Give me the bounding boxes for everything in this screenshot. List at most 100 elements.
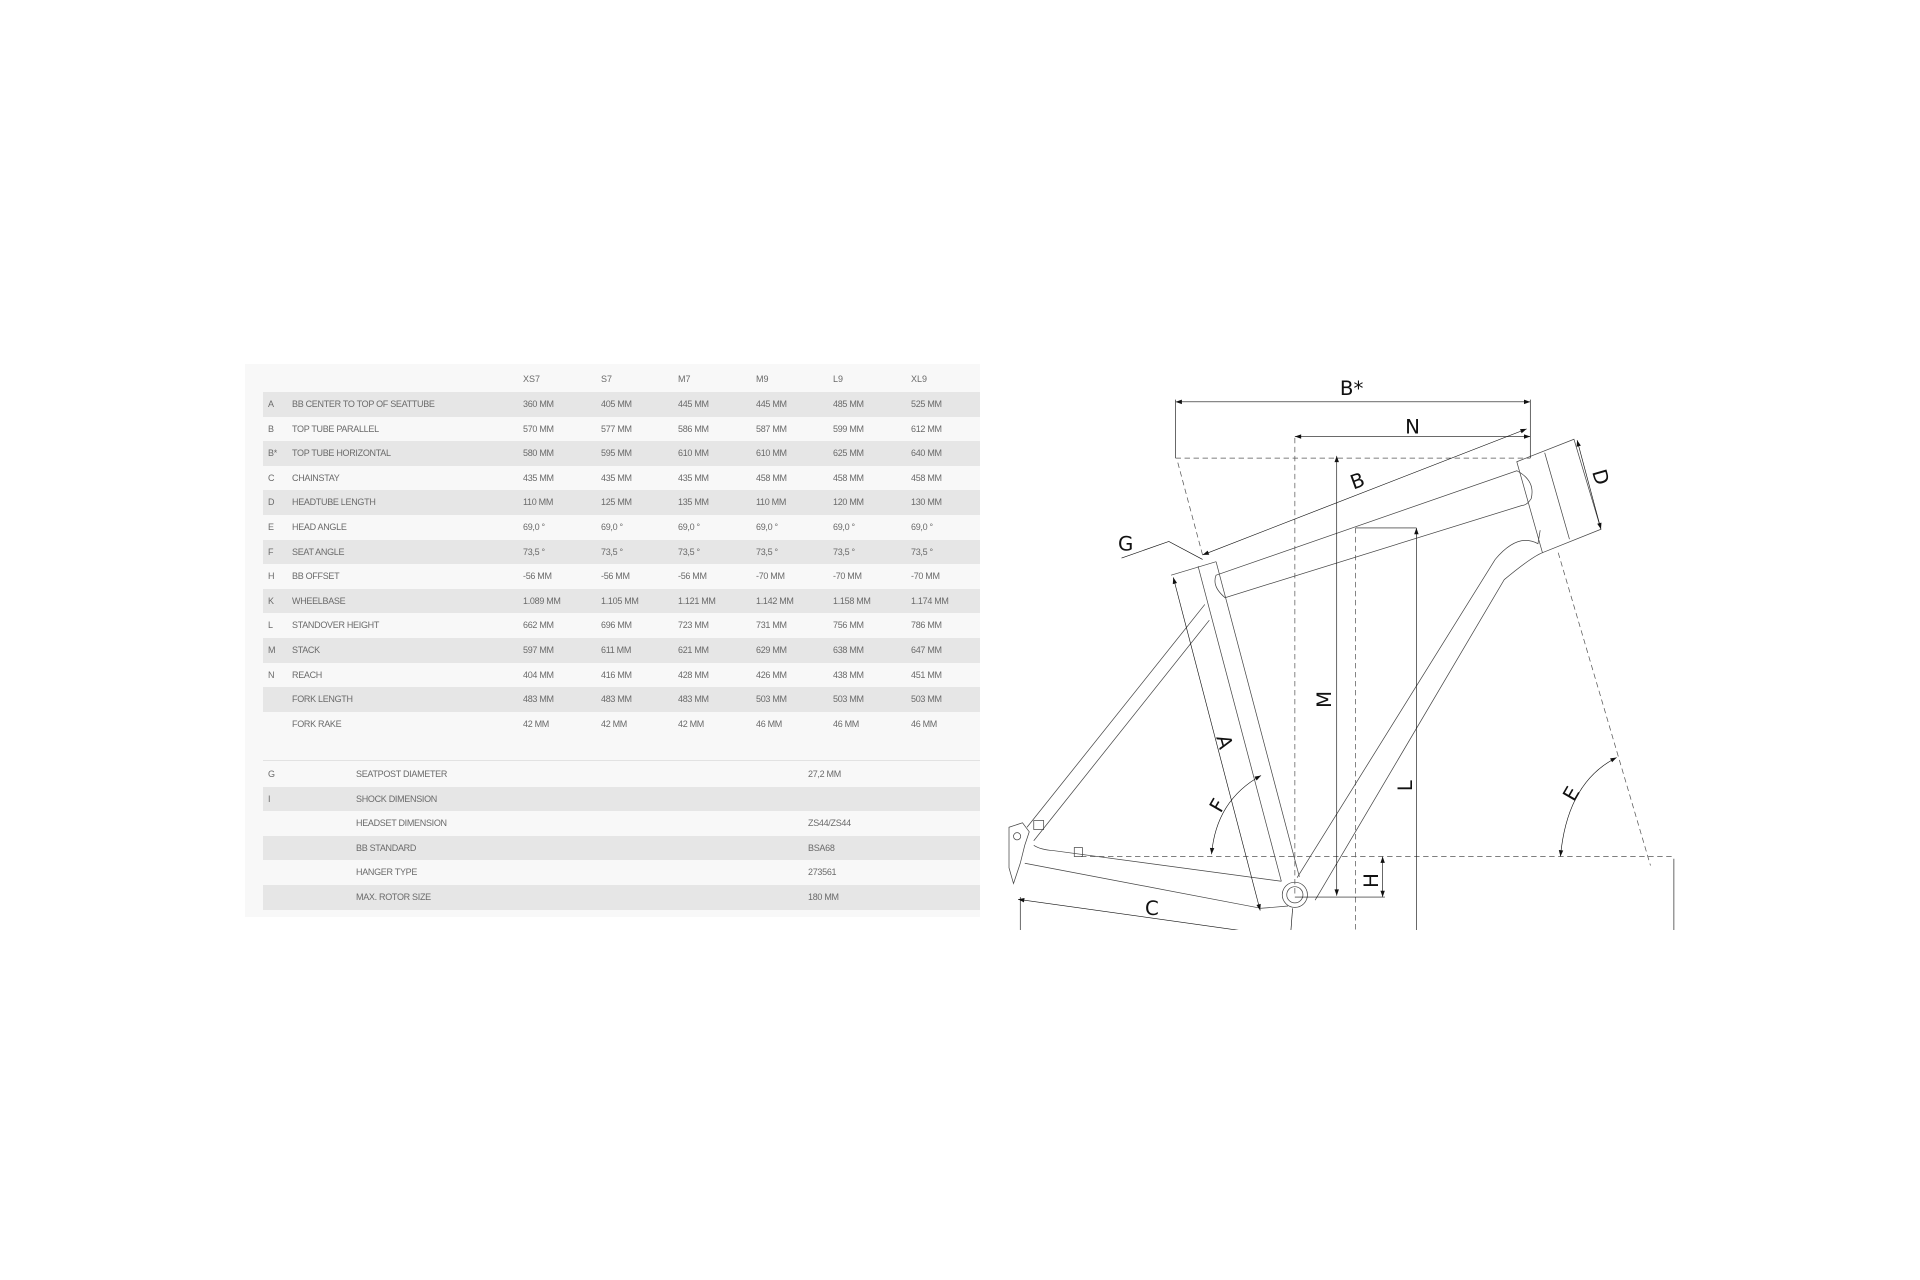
- cell-value: 662 MM: [523, 620, 554, 631]
- label-l: L: [1394, 780, 1417, 791]
- row-label: STACK: [292, 645, 320, 655]
- row-label: TOP TUBE HORIZONTAL: [292, 448, 391, 459]
- row-label: HANGER TYPE: [356, 867, 418, 878]
- reference-lines: [1081, 437, 1673, 930]
- cell-value: 73,5 °: [756, 546, 778, 557]
- cell-value: 786 MM: [911, 620, 942, 631]
- cell-value: 435 MM: [678, 472, 709, 483]
- label-f: F: [1205, 795, 1231, 816]
- cell-value: 625 MM: [833, 448, 864, 459]
- row-label: BB CENTER TO TOP OF SEATTUBE: [292, 399, 435, 409]
- row-label: BB OFFSET: [292, 571, 340, 582]
- cell-value: 629 MM: [756, 645, 787, 655]
- cell-value: 46 MM: [756, 718, 783, 729]
- label-g: G: [1118, 532, 1133, 555]
- cell-value: 416 MM: [601, 669, 632, 680]
- cell-value: 120 MM: [833, 497, 864, 508]
- cell-value: 435 MM: [523, 472, 554, 483]
- row-label: SHOCK DIMENSION: [356, 793, 438, 804]
- cell-value: -70 MM: [756, 571, 785, 582]
- row-label: HEAD ANGLE: [292, 522, 347, 532]
- cell-value: 426 MM: [756, 669, 787, 680]
- cell-value: 69,0 °: [523, 522, 545, 532]
- cell-value: 503 MM: [756, 694, 787, 705]
- spec-value: 180 MM: [808, 892, 839, 902]
- row-code: K: [268, 595, 274, 606]
- row-code: E: [268, 522, 274, 532]
- row-code: C: [268, 472, 275, 483]
- cell-value: 1.121 MM: [678, 595, 716, 606]
- cell-value: -56 MM: [678, 571, 707, 582]
- cell-value: 130 MM: [911, 497, 942, 508]
- cell-value: 110 MM: [756, 497, 787, 508]
- row-label: STANDOVER HEIGHT: [292, 620, 380, 631]
- cell-value: 483 MM: [678, 694, 709, 705]
- cell-value: 611 MM: [601, 645, 632, 655]
- label-bstar: B*: [1340, 377, 1364, 400]
- table-row: B TOP TUBE PARALLEL 570 MM 577 MM 586 MM 587 …: [263, 417, 980, 442]
- cell-value: 46 MM: [833, 718, 860, 729]
- size-header: M7: [678, 374, 691, 384]
- cell-value: 73,5 °: [678, 546, 700, 557]
- spec-value: 27,2 MM: [808, 769, 841, 779]
- cell-value: 42 MM: [678, 718, 705, 729]
- cell-value: 445 MM: [756, 399, 787, 409]
- table-row: E HEAD ANGLE 69,0 ° 69,0 ° 69,0 ° 69,0 ° 69,0 …: [263, 515, 980, 540]
- cell-value: 638 MM: [833, 645, 864, 655]
- spec-row: HEADSET DIMENSION ZS44/ZS44: [263, 811, 980, 836]
- cell-value: 599 MM: [833, 423, 864, 434]
- row-label: CHAINSTAY: [292, 472, 340, 483]
- cell-value: 135 MM: [678, 497, 709, 508]
- cell-value: 723 MM: [678, 620, 709, 631]
- cell-value: 1.142 MM: [756, 595, 794, 606]
- cell-value: 595 MM: [601, 448, 632, 459]
- row-code: L: [268, 620, 273, 631]
- label-h: H: [1360, 873, 1383, 888]
- table-row: FORK LENGTH 483 MM 483 MM 483 MM 503 MM 503 M…: [263, 687, 980, 712]
- spec-row: BB STANDARD BSA68: [263, 835, 980, 861]
- cell-value: 69,0 °: [678, 522, 700, 532]
- row-label: BB STANDARD: [356, 842, 417, 853]
- row-label: SEATPOST DIAMETER: [356, 769, 448, 779]
- cell-value: 46 MM: [911, 718, 938, 729]
- cell-value: 445 MM: [678, 399, 709, 409]
- cell-value: 435 MM: [601, 472, 632, 483]
- table-row: F SEAT ANGLE 73,5 ° 73,5 ° 73,5 ° 73,5 ° 73,5 …: [263, 539, 980, 565]
- cell-value: 570 MM: [523, 423, 554, 434]
- row-code: I: [268, 793, 271, 804]
- row-label: HEADSET DIMENSION: [356, 818, 447, 829]
- row-label: WHEELBASE: [292, 595, 346, 606]
- cell-value: 404 MM: [523, 669, 554, 680]
- cell-value: 647 MM: [911, 645, 942, 655]
- cell-value: 73,5 °: [833, 546, 855, 557]
- cell-value: 458 MM: [833, 472, 864, 483]
- size-header: S7: [601, 374, 613, 384]
- cell-value: 438 MM: [833, 669, 864, 680]
- cell-value: 640 MM: [911, 448, 942, 459]
- row-label: FORK LENGTH: [292, 694, 353, 705]
- label-b: B: [1347, 468, 1368, 494]
- cell-value: 483 MM: [601, 694, 632, 705]
- cell-value: 73,5 °: [601, 546, 623, 557]
- table-row: FORK RAKE 42 MM 42 MM 42 MM 46 MM 46 MM 46 MM: [263, 712, 980, 737]
- table-row: B* TOP TUBE HORIZONTAL 580 MM 595 MM 610 MM 6…: [263, 441, 980, 466]
- cell-value: 73,5 °: [911, 546, 933, 557]
- row-code: M: [268, 645, 276, 655]
- label-a: A: [1211, 732, 1237, 752]
- table-row: N REACH 404 MM 416 MM 428 MM 426 MM 438 MM 451 …: [263, 663, 980, 688]
- cell-value: 586 MM: [678, 423, 709, 434]
- size-header: M9: [756, 374, 769, 384]
- cell-value: 1.174 MM: [911, 595, 949, 606]
- label-e: E: [1558, 783, 1584, 805]
- cell-value: 69,0 °: [911, 522, 933, 532]
- dimension-lines: [1017, 399, 1675, 930]
- row-code: G: [268, 769, 275, 779]
- table-row: C CHAINSTAY 435 MM 435 MM 435 MM 458 MM 458 MM…: [263, 466, 980, 491]
- row-code: D: [268, 497, 275, 508]
- spec-row: HANGER TYPE 273561: [263, 860, 980, 885]
- label-n: N: [1405, 415, 1420, 438]
- cell-value: 756 MM: [833, 620, 864, 631]
- row-code: B: [268, 423, 274, 434]
- row-code: F: [268, 546, 274, 557]
- spec-value: ZS44/ZS44: [808, 818, 851, 829]
